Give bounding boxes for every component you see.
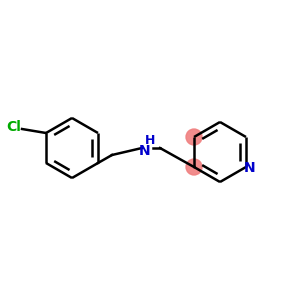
- Circle shape: [186, 129, 202, 145]
- Text: N: N: [139, 144, 151, 158]
- Text: Cl: Cl: [7, 120, 22, 134]
- Text: H: H: [145, 134, 155, 147]
- Text: N: N: [244, 161, 256, 175]
- Circle shape: [186, 159, 202, 175]
